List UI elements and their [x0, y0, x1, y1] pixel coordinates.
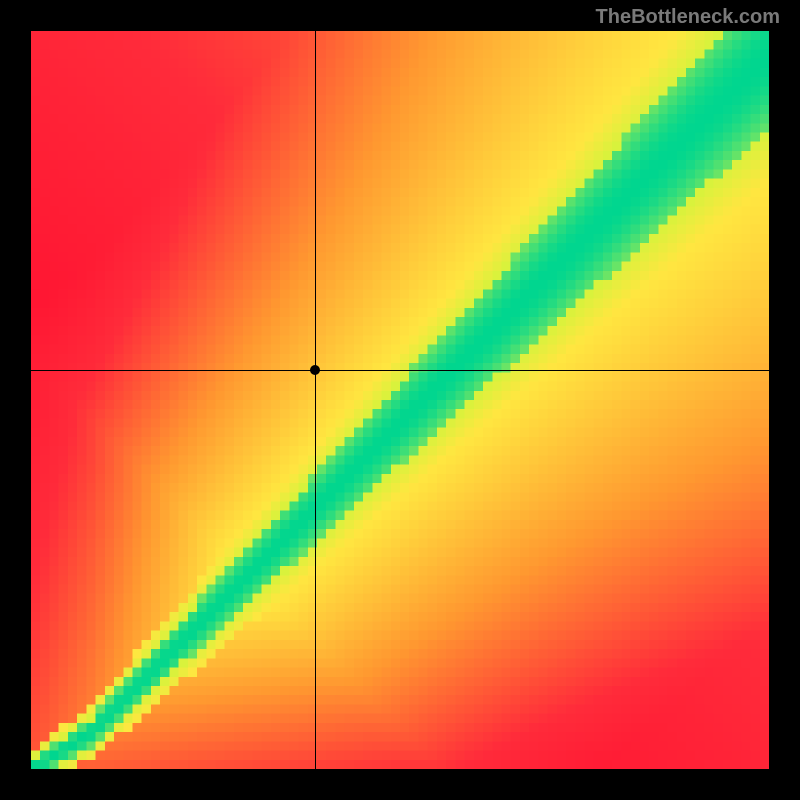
- data-point-marker: [310, 365, 320, 375]
- chart-container: TheBottleneck.com: [0, 0, 800, 800]
- heatmap-canvas: [31, 31, 769, 769]
- plot-area: [31, 31, 769, 769]
- crosshair-horizontal: [31, 370, 769, 371]
- watermark-text: TheBottleneck.com: [596, 6, 780, 29]
- crosshair-vertical: [315, 31, 316, 769]
